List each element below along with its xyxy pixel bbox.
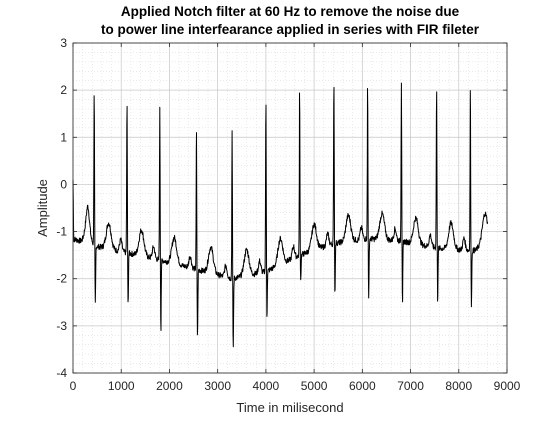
x-tick-label: 8000 — [445, 379, 472, 393]
y-tick-label: 1 — [60, 130, 67, 144]
x-tick-label: 2000 — [156, 379, 183, 393]
x-tick-label: 3000 — [204, 379, 231, 393]
x-axis-label: Time in milisecond — [236, 400, 343, 415]
chart-title-line1: Applied Notch filter at 60 Hz to remove … — [121, 4, 460, 19]
x-tick-label: 9000 — [494, 379, 521, 393]
y-tick-label: -3 — [56, 319, 67, 333]
x-tick-label: 1000 — [108, 379, 135, 393]
y-tick-label: 0 — [60, 177, 67, 191]
chart-title-line2: to power line interfearance applied in s… — [101, 22, 480, 37]
y-axis-ticks: 3 2 1 0 -1 -2 -3 -4 — [56, 36, 507, 380]
y-tick-label: 3 — [60, 36, 67, 50]
plot-area — [73, 43, 507, 373]
x-tick-label: 4000 — [253, 379, 280, 393]
plot-box — [72, 42, 508, 374]
x-axis-ticks: 0 1000 2000 3000 4000 5000 6000 7000 8000 9000 — [70, 43, 521, 393]
y-tick-label: -2 — [56, 272, 67, 286]
y-tick-label: -4 — [56, 366, 67, 380]
series-line — [72, 82, 489, 348]
x-tick-label: 6000 — [349, 379, 376, 393]
y-tick-label: 2 — [60, 83, 67, 97]
x-tick-label: 7000 — [397, 379, 424, 393]
x-tick-label: 5000 — [301, 379, 328, 393]
y-axis-label: Amplitude — [35, 179, 50, 237]
x-tick-label: 0 — [70, 379, 77, 393]
y-tick-label: -1 — [56, 225, 67, 239]
